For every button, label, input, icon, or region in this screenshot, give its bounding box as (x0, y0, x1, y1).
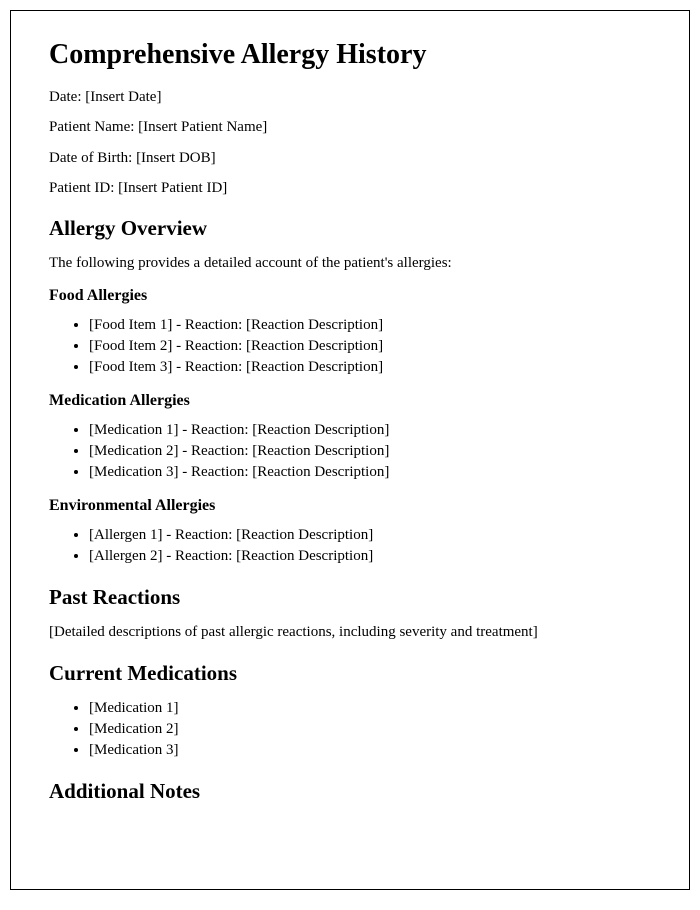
list-item: [Food Item 2] - Reaction: [Reaction Desc… (89, 336, 651, 357)
list-item: [Medication 1] (89, 698, 651, 719)
environmental-heading: Environmental Allergies (49, 497, 651, 515)
notes-heading: Additional Notes (49, 779, 651, 804)
list-item: [Medication 1] - Reaction: [Reaction Des… (89, 420, 651, 441)
medication-list: [Medication 1] - Reaction: [Reaction Des… (49, 420, 651, 483)
list-item: [Food Item 3] - Reaction: [Reaction Desc… (89, 357, 651, 378)
environmental-list: [Allergen 1] - Reaction: [Reaction Descr… (49, 525, 651, 567)
current-meds-heading: Current Medications (49, 661, 651, 686)
list-item: [Allergen 1] - Reaction: [Reaction Descr… (89, 525, 651, 546)
list-item: [Medication 3] - Reaction: [Reaction Des… (89, 462, 651, 483)
past-text: [Detailed descriptions of past allergic … (49, 622, 651, 642)
food-list: [Food Item 1] - Reaction: [Reaction Desc… (49, 315, 651, 378)
current-meds-list: [Medication 1] [Medication 2] [Medicatio… (49, 698, 651, 761)
document-page: Comprehensive Allergy History Date: [Ins… (10, 10, 690, 890)
page-title: Comprehensive Allergy History (49, 39, 651, 71)
overview-intro: The following provides a detailed accoun… (49, 253, 651, 273)
list-item: [Food Item 1] - Reaction: [Reaction Desc… (89, 315, 651, 336)
medication-heading: Medication Allergies (49, 392, 651, 410)
meta-dob: Date of Birth: [Insert DOB] (49, 148, 651, 168)
list-item: [Medication 2] (89, 719, 651, 740)
overview-heading: Allergy Overview (49, 216, 651, 241)
meta-date: Date: [Insert Date] (49, 87, 651, 107)
meta-patient-name: Patient Name: [Insert Patient Name] (49, 117, 651, 137)
list-item: [Medication 2] - Reaction: [Reaction Des… (89, 441, 651, 462)
meta-patient-id: Patient ID: [Insert Patient ID] (49, 178, 651, 198)
past-heading: Past Reactions (49, 585, 651, 610)
list-item: [Medication 3] (89, 740, 651, 761)
food-heading: Food Allergies (49, 287, 651, 305)
list-item: [Allergen 2] - Reaction: [Reaction Descr… (89, 546, 651, 567)
